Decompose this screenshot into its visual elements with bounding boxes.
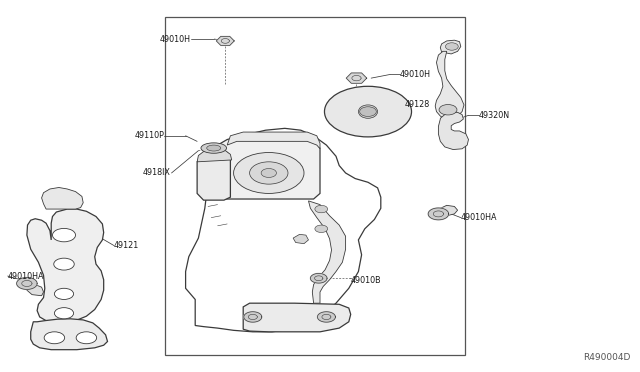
Circle shape	[439, 105, 457, 115]
Polygon shape	[428, 208, 449, 220]
Circle shape	[445, 43, 458, 50]
Circle shape	[54, 258, 74, 270]
Polygon shape	[293, 234, 308, 244]
Ellipse shape	[207, 145, 221, 151]
Circle shape	[76, 332, 97, 344]
Text: 49010H: 49010H	[160, 35, 191, 44]
Text: 49128: 49128	[404, 100, 429, 109]
Polygon shape	[227, 132, 320, 149]
Polygon shape	[435, 51, 464, 119]
Polygon shape	[42, 187, 83, 209]
Polygon shape	[17, 278, 37, 289]
Polygon shape	[197, 151, 230, 200]
Polygon shape	[27, 209, 104, 323]
Circle shape	[315, 225, 328, 232]
Polygon shape	[27, 283, 44, 296]
Text: 49121: 49121	[114, 241, 139, 250]
Polygon shape	[244, 312, 262, 322]
Polygon shape	[440, 40, 461, 54]
Circle shape	[44, 332, 65, 344]
Circle shape	[360, 107, 376, 116]
Circle shape	[324, 86, 412, 137]
Text: 49320N: 49320N	[479, 111, 510, 120]
Polygon shape	[317, 312, 335, 322]
Polygon shape	[31, 319, 108, 350]
Polygon shape	[438, 112, 468, 150]
Polygon shape	[308, 201, 346, 303]
Text: 49010HA: 49010HA	[8, 272, 44, 280]
Polygon shape	[243, 303, 351, 332]
Bar	[165, 17, 465, 355]
Ellipse shape	[201, 143, 227, 153]
Circle shape	[54, 308, 74, 319]
Polygon shape	[216, 36, 234, 45]
Circle shape	[315, 205, 328, 213]
Text: 49110P: 49110P	[134, 131, 164, 140]
Polygon shape	[218, 134, 320, 199]
Circle shape	[52, 228, 76, 242]
Circle shape	[234, 153, 304, 193]
Text: 4918IX: 4918IX	[143, 169, 171, 177]
Ellipse shape	[358, 105, 378, 118]
Text: R490004D: R490004D	[583, 353, 630, 362]
Text: 49010H: 49010H	[400, 70, 431, 79]
Circle shape	[54, 288, 74, 299]
Text: 49010B: 49010B	[351, 276, 381, 285]
Polygon shape	[438, 205, 458, 216]
Circle shape	[250, 162, 288, 184]
Polygon shape	[346, 73, 367, 83]
Polygon shape	[197, 149, 232, 162]
Circle shape	[261, 169, 276, 177]
Polygon shape	[310, 273, 327, 283]
Text: 49010HA: 49010HA	[461, 213, 497, 222]
